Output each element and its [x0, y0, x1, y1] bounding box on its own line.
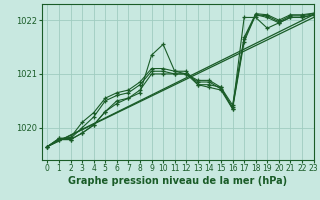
X-axis label: Graphe pression niveau de la mer (hPa): Graphe pression niveau de la mer (hPa) [68, 176, 287, 186]
